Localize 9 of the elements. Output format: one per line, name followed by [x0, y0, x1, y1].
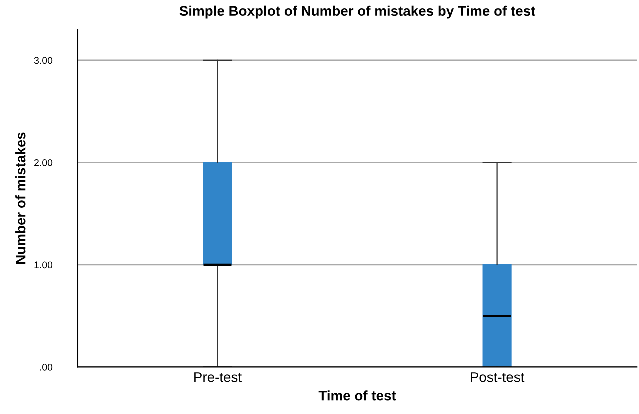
x-tick-label: Pre-test — [194, 372, 242, 382]
y-tick-label: 2.00 — [34, 159, 53, 166]
x-tick-label: Post-test — [471, 372, 525, 382]
y-tick-label: 1.00 — [34, 262, 53, 269]
chart-title: Simple Boxplot of Number of mistakes by Time of test — [180, 6, 536, 19]
y-axis-title: Number of mistakes — [16, 132, 26, 264]
x-axis-title: Time of test — [318, 390, 396, 401]
y-tick-label: .00 — [40, 364, 53, 371]
y-tick-label: 3.00 — [34, 57, 53, 64]
